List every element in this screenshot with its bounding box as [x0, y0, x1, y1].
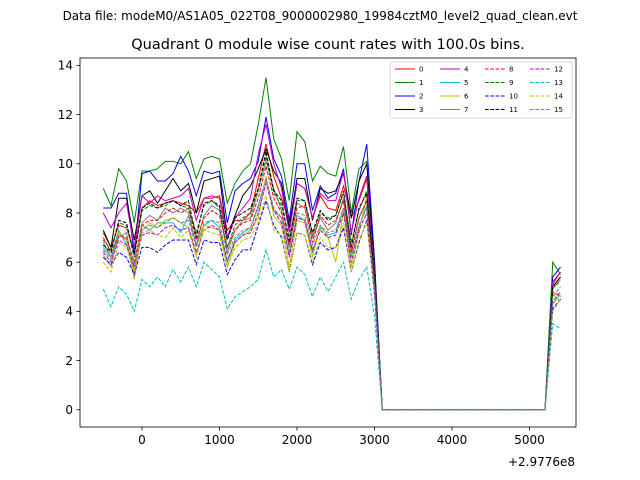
series-line-8 [102, 166, 561, 411]
legend-label: 5 [464, 79, 468, 87]
x-offset-label: +2.9776e8 [508, 455, 575, 469]
legend-label: 13 [554, 79, 563, 87]
legend-label: 1 [419, 79, 423, 87]
legend-label: 3 [419, 106, 423, 114]
series-line-5 [102, 176, 561, 411]
legend-label: 14 [554, 93, 563, 101]
series-line-1 [102, 77, 561, 411]
y-tick-label: 2 [65, 354, 73, 368]
legend-box [389, 61, 573, 119]
legend-label: 11 [509, 106, 518, 114]
x-tick-label: 2000 [282, 433, 313, 447]
x-tick-label: 3000 [359, 433, 390, 447]
axes-frame [79, 57, 577, 428]
series-line-11 [102, 151, 561, 411]
series-line-3 [102, 147, 561, 411]
y-tick-label: 6 [65, 255, 73, 269]
legend-label: 15 [554, 106, 563, 114]
series-line-10 [102, 199, 561, 411]
legend-label: 0 [419, 66, 423, 74]
legend-label: 6 [464, 93, 469, 101]
legend-label: 7 [464, 106, 468, 114]
figure-suptitle: Data file: modeM0/AS1A05_022T08_90000029… [63, 9, 578, 23]
x-tick-label: 5000 [514, 433, 545, 447]
legend-label: 12 [554, 66, 563, 74]
series-line-15 [102, 176, 561, 411]
x-tick-label: 1000 [204, 433, 235, 447]
y-tick-label: 4 [65, 305, 73, 319]
y-tick-label: 0 [65, 403, 73, 417]
y-tick-label: 12 [58, 108, 73, 122]
y-tick-label: 10 [58, 157, 73, 171]
legend-label: 4 [464, 66, 469, 74]
y-tick-label: 14 [58, 59, 73, 73]
series-line-4 [102, 124, 561, 411]
legend-label: 9 [509, 79, 513, 87]
series-line-13 [102, 247, 561, 411]
legend-label: 2 [419, 93, 423, 101]
chart-title: Quadrant 0 module wise count rates with … [131, 37, 525, 53]
series-line-14 [102, 195, 561, 411]
series-line-0 [102, 143, 561, 411]
series-line-9 [102, 156, 561, 411]
legend-label: 10 [509, 93, 518, 101]
y-tick-label: 8 [65, 206, 73, 220]
legend-label: 8 [509, 66, 513, 74]
plot-lines [102, 77, 561, 411]
x-tick-label: 4000 [437, 433, 468, 447]
x-tick-label: 0 [138, 433, 146, 447]
series-line-6 [102, 175, 561, 411]
